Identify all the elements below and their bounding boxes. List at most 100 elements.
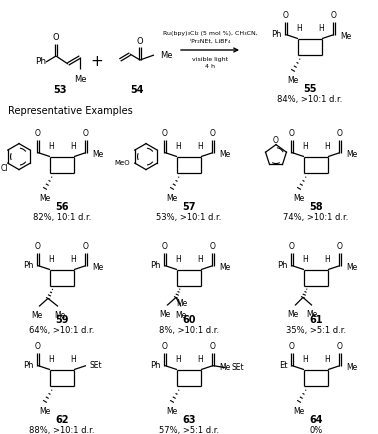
Text: Me: Me bbox=[92, 150, 103, 159]
Text: O: O bbox=[137, 36, 143, 46]
Text: SEt: SEt bbox=[231, 363, 244, 372]
Text: H: H bbox=[296, 23, 302, 33]
Text: 56: 56 bbox=[55, 202, 69, 212]
Text: Me: Me bbox=[175, 312, 187, 320]
Text: H: H bbox=[324, 355, 330, 364]
Text: 63: 63 bbox=[182, 415, 196, 425]
Text: H: H bbox=[302, 355, 308, 364]
Text: H: H bbox=[302, 141, 308, 151]
Text: 0%: 0% bbox=[309, 426, 323, 434]
Text: Me: Me bbox=[39, 408, 51, 416]
Text: O: O bbox=[289, 129, 295, 138]
Text: O: O bbox=[210, 129, 216, 138]
Text: Me: Me bbox=[219, 363, 230, 372]
Text: H: H bbox=[175, 255, 181, 263]
Text: O: O bbox=[337, 342, 343, 351]
Text: 64%, >10:1 d.r.: 64%, >10:1 d.r. bbox=[29, 326, 94, 335]
Text: Me: Me bbox=[293, 194, 305, 204]
Text: O: O bbox=[35, 242, 41, 251]
Text: 60: 60 bbox=[182, 316, 196, 326]
Text: 35%, >5:1 d.r.: 35%, >5:1 d.r. bbox=[286, 326, 346, 335]
Text: O: O bbox=[210, 342, 216, 351]
Text: 54: 54 bbox=[130, 85, 144, 95]
Text: H: H bbox=[175, 355, 181, 364]
Text: Ph: Ph bbox=[150, 361, 161, 370]
Text: 57%, >5:1 d.r.: 57%, >5:1 d.r. bbox=[159, 426, 219, 434]
Text: Me: Me bbox=[287, 76, 299, 85]
Text: O: O bbox=[162, 129, 168, 138]
Text: O: O bbox=[337, 242, 343, 251]
Text: O: O bbox=[273, 136, 279, 145]
Text: Me: Me bbox=[219, 263, 230, 272]
Text: O: O bbox=[53, 33, 59, 43]
Text: Me: Me bbox=[307, 310, 318, 319]
Text: H: H bbox=[70, 355, 76, 364]
Text: Me: Me bbox=[166, 408, 178, 416]
Text: Me: Me bbox=[92, 263, 103, 272]
Text: 74%, >10:1 d.r.: 74%, >10:1 d.r. bbox=[284, 213, 349, 222]
Text: visible light: visible light bbox=[192, 56, 228, 62]
Text: H: H bbox=[197, 255, 203, 263]
Text: 53%, >10:1 d.r.: 53%, >10:1 d.r. bbox=[156, 213, 222, 222]
Text: Me: Me bbox=[39, 194, 51, 204]
Text: Me: Me bbox=[74, 75, 86, 84]
Text: Me: Me bbox=[346, 263, 357, 272]
Text: 82%, 10:1 d.r.: 82%, 10:1 d.r. bbox=[33, 213, 91, 222]
Text: Me: Me bbox=[219, 150, 230, 159]
Text: H: H bbox=[318, 23, 324, 33]
Text: O: O bbox=[162, 242, 168, 251]
Text: Me: Me bbox=[287, 310, 299, 319]
Text: H: H bbox=[48, 255, 54, 263]
Text: Me: Me bbox=[54, 312, 66, 320]
Text: Ph: Ph bbox=[35, 57, 46, 66]
Text: O: O bbox=[289, 342, 295, 351]
Text: O: O bbox=[210, 242, 216, 251]
Text: H: H bbox=[197, 141, 203, 151]
Text: Ph: Ph bbox=[23, 261, 34, 270]
Text: 55: 55 bbox=[303, 84, 317, 95]
Text: H: H bbox=[70, 141, 76, 151]
Text: ⁱPr₂NEt, LiBF₄: ⁱPr₂NEt, LiBF₄ bbox=[190, 38, 230, 44]
Text: Me: Me bbox=[340, 32, 351, 41]
Text: 88%, >10:1 d.r.: 88%, >10:1 d.r. bbox=[29, 426, 95, 434]
Text: O: O bbox=[289, 242, 295, 251]
Text: Ph: Ph bbox=[150, 261, 161, 270]
Text: 58: 58 bbox=[309, 202, 323, 212]
Text: 4 h: 4 h bbox=[205, 63, 215, 69]
Text: Me: Me bbox=[160, 310, 170, 319]
Text: 59: 59 bbox=[55, 316, 69, 326]
Text: 64: 64 bbox=[309, 415, 323, 425]
Text: 53: 53 bbox=[53, 85, 67, 95]
Text: Me: Me bbox=[346, 363, 357, 372]
Text: Me: Me bbox=[160, 50, 172, 59]
Text: H: H bbox=[324, 141, 330, 151]
Text: H: H bbox=[48, 355, 54, 364]
Text: +: + bbox=[91, 55, 103, 69]
Text: 57: 57 bbox=[182, 202, 196, 212]
Text: O: O bbox=[35, 342, 41, 351]
Text: 84%, >10:1 d.r.: 84%, >10:1 d.r. bbox=[277, 95, 343, 104]
Text: Me: Me bbox=[293, 408, 305, 416]
Text: Me: Me bbox=[166, 194, 178, 204]
Text: Ph: Ph bbox=[271, 30, 282, 39]
Text: O: O bbox=[162, 342, 168, 351]
Text: Me: Me bbox=[31, 312, 43, 320]
Text: O: O bbox=[83, 242, 89, 251]
Text: Ru(bpy)₃Cl₂ (5 mol %), CH₃CN,: Ru(bpy)₃Cl₂ (5 mol %), CH₃CN, bbox=[163, 32, 257, 36]
Text: Et: Et bbox=[279, 361, 288, 370]
Text: O: O bbox=[83, 129, 89, 138]
Text: Me: Me bbox=[346, 150, 357, 159]
Text: 61: 61 bbox=[309, 316, 323, 326]
Text: MeO: MeO bbox=[115, 160, 130, 166]
Text: H: H bbox=[48, 141, 54, 151]
Text: Ph: Ph bbox=[23, 361, 34, 370]
Text: H: H bbox=[302, 255, 308, 263]
Text: 62: 62 bbox=[55, 415, 69, 425]
Text: O: O bbox=[283, 11, 289, 20]
Text: H: H bbox=[175, 141, 181, 151]
Text: O: O bbox=[35, 129, 41, 138]
Text: Representative Examples: Representative Examples bbox=[8, 106, 133, 116]
Text: O: O bbox=[337, 129, 343, 138]
Text: H: H bbox=[70, 255, 76, 263]
Text: SEt: SEt bbox=[90, 361, 102, 370]
